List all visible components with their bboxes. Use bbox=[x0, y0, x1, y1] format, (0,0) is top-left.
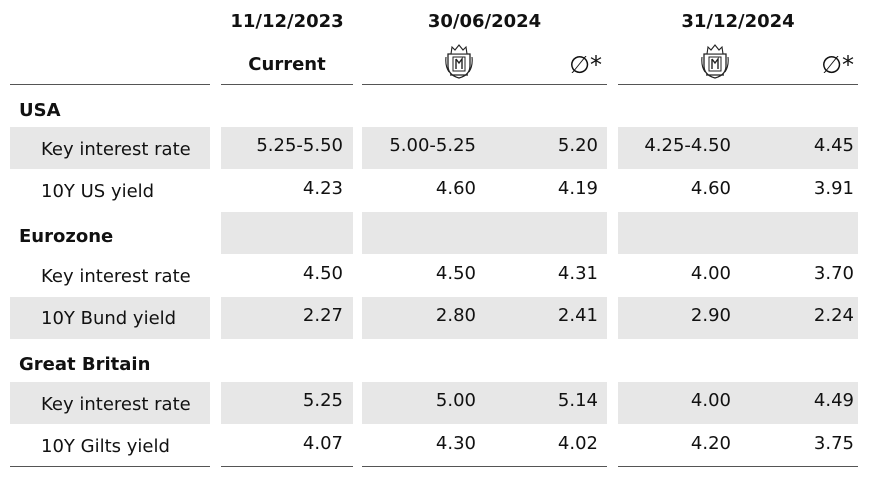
cell-mid-forecast: 4.60 bbox=[435, 178, 476, 199]
cell-end-avg: 3.75 bbox=[813, 433, 854, 454]
section-title-usa: USA bbox=[19, 100, 61, 121]
row-label: 10Y Gilts yield bbox=[41, 436, 170, 457]
cell-mid-avg: 5.20 bbox=[557, 135, 598, 156]
header-date-current: 11/12/2023 bbox=[230, 11, 344, 32]
crest-logo-icon bbox=[701, 42, 729, 80]
band-eu-head-mid bbox=[362, 212, 607, 254]
cell-mid-forecast: 5.00-5.25 bbox=[389, 135, 476, 156]
band-usa-key-label bbox=[10, 127, 210, 169]
cell-end-forecast: 4.00 bbox=[690, 390, 731, 411]
cell-end-avg: 3.91 bbox=[813, 178, 854, 199]
cell-current: 4.50 bbox=[302, 263, 343, 284]
band-eu-head-end bbox=[618, 212, 858, 254]
header-rule-mid bbox=[362, 84, 607, 85]
cell-current: 5.25-5.50 bbox=[256, 135, 343, 156]
header-rule-end bbox=[618, 84, 858, 85]
cell-current: 4.23 bbox=[302, 178, 343, 199]
bottom-rule-label bbox=[10, 466, 210, 467]
cell-end-forecast: 4.00 bbox=[690, 263, 731, 284]
row-label: 10Y Bund yield bbox=[41, 308, 177, 329]
cell-current: 2.27 bbox=[302, 305, 343, 326]
avg-symbol-end: ∅* bbox=[821, 51, 854, 79]
header-rule-current bbox=[221, 84, 353, 85]
cell-end-forecast: 4.20 bbox=[690, 433, 731, 454]
section-title-great-britain: Great Britain bbox=[19, 354, 151, 375]
bottom-rule-end bbox=[618, 466, 858, 467]
cell-end-avg: 4.49 bbox=[813, 390, 854, 411]
cell-mid-avg: 5.14 bbox=[557, 390, 598, 411]
row-label: 10Y US yield bbox=[41, 181, 155, 202]
cell-mid-forecast: 5.00 bbox=[435, 390, 476, 411]
cell-end-avg: 3.70 bbox=[813, 263, 854, 284]
band-gb-key-end bbox=[618, 382, 858, 424]
cell-mid-avg: 4.31 bbox=[557, 263, 598, 284]
cell-mid-avg: 4.19 bbox=[557, 178, 598, 199]
cell-mid-forecast: 2.80 bbox=[435, 305, 476, 326]
avg-symbol-mid: ∅* bbox=[569, 51, 602, 79]
band-usa-key-current bbox=[221, 127, 353, 169]
band-usa-key-mid bbox=[362, 127, 607, 169]
cell-mid-forecast: 4.50 bbox=[435, 263, 476, 284]
band-eu-head-current bbox=[221, 212, 353, 254]
band-eu-bund-current bbox=[221, 297, 353, 339]
cell-end-forecast: 4.25-4.50 bbox=[644, 135, 731, 156]
header-date-mid: 30/06/2024 bbox=[427, 11, 542, 32]
band-gb-key-mid bbox=[362, 382, 607, 424]
band-eu-bund-mid bbox=[362, 297, 607, 339]
header-date-end: 31/12/2024 bbox=[681, 11, 795, 32]
cell-end-avg: 4.45 bbox=[813, 135, 854, 156]
header-rule-label bbox=[10, 84, 210, 85]
row-label: Key interest rate bbox=[41, 394, 191, 415]
band-gb-key-current bbox=[221, 382, 353, 424]
cell-end-avg: 2.24 bbox=[813, 305, 854, 326]
band-usa-key-end bbox=[618, 127, 858, 169]
bottom-rule-mid bbox=[362, 466, 607, 467]
row-label: Key interest rate bbox=[41, 139, 191, 160]
bottom-rule-current bbox=[221, 466, 353, 467]
section-title-eurozone: Eurozone bbox=[19, 226, 114, 247]
row-label: Key interest rate bbox=[41, 266, 191, 287]
cell-mid-avg: 4.02 bbox=[557, 433, 598, 454]
cell-current: 4.07 bbox=[302, 433, 343, 454]
cell-current: 5.25 bbox=[302, 390, 343, 411]
header-current-label: Current bbox=[248, 54, 326, 75]
cell-mid-avg: 2.41 bbox=[557, 305, 598, 326]
band-eu-bund-end bbox=[618, 297, 858, 339]
cell-mid-forecast: 4.30 bbox=[435, 433, 476, 454]
cell-end-forecast: 2.90 bbox=[690, 305, 731, 326]
crest-logo-icon bbox=[445, 42, 473, 80]
band-gb-key-label bbox=[10, 382, 210, 424]
cell-end-forecast: 4.60 bbox=[690, 178, 731, 199]
band-eu-bund-label bbox=[10, 297, 210, 339]
